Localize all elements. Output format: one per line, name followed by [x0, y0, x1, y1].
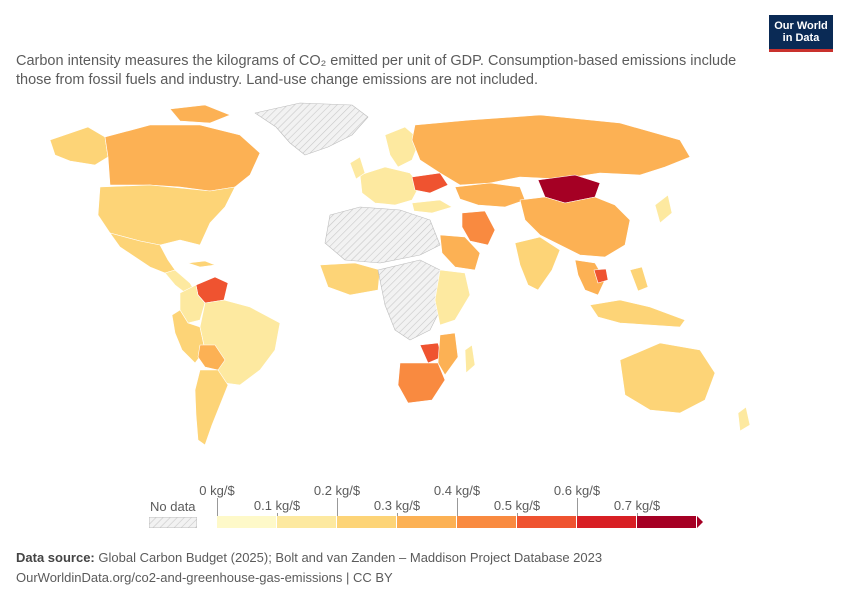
- legend-bin-4[interactable]: [457, 516, 517, 528]
- region-uk[interactable]: [349, 156, 366, 180]
- region-saudi-arabia[interactable]: [439, 234, 481, 271]
- region-alaska[interactable]: [49, 126, 109, 166]
- region-iran[interactable]: [461, 210, 496, 246]
- logo-line-1: Our World: [774, 20, 828, 32]
- region-russia[interactable]: [411, 114, 691, 186]
- footer-url-line[interactable]: OurWorldinData.org/co2-and-greenhouse-ga…: [16, 570, 393, 585]
- legend-no-data-label: No data: [150, 499, 196, 514]
- legend-tick-line: [337, 498, 338, 516]
- logo-line-2: in Data: [782, 32, 820, 44]
- legend-tick-label: 0.3 kg/$: [373, 498, 421, 513]
- legend-bin-0[interactable]: [217, 516, 277, 528]
- region-canada-islands[interactable]: [169, 104, 231, 124]
- region-central-africa[interactable]: [377, 259, 446, 341]
- legend-bin-3[interactable]: [397, 516, 457, 528]
- region-south-africa[interactable]: [397, 362, 446, 404]
- region-north-africa[interactable]: [324, 206, 441, 264]
- region-madagascar[interactable]: [464, 344, 476, 374]
- legend-tick-line: [277, 513, 278, 516]
- legend-tick-label: 0.5 kg/$: [493, 498, 541, 513]
- map-footer: Data source: Global Carbon Budget (2025)…: [16, 548, 602, 588]
- region-kazakhstan[interactable]: [454, 182, 526, 208]
- footer-source-text: Global Carbon Budget (2025); Bolt and va…: [98, 550, 603, 565]
- legend-bin-1[interactable]: [277, 516, 337, 528]
- region-new-zealand[interactable]: [737, 406, 751, 432]
- legend-tick-label: 0.1 kg/$: [253, 498, 301, 513]
- legend-tick-label: 0.7 kg/$: [613, 498, 661, 513]
- legend-tick-line: [457, 498, 458, 516]
- region-malaysia-indonesia[interactable]: [589, 299, 686, 328]
- legend-tick-label: 0.2 kg/$: [313, 483, 361, 498]
- region-west-africa[interactable]: [319, 262, 381, 296]
- region-southeast-asia[interactable]: [574, 259, 606, 296]
- legend-tick-label: 0.4 kg/$: [433, 483, 481, 498]
- region-australia[interactable]: [619, 342, 716, 414]
- legend-bin-2[interactable]: [337, 516, 397, 528]
- region-greenland[interactable]: [254, 102, 369, 156]
- region-argentina[interactable]: [194, 369, 229, 446]
- legend-tick-line: [397, 513, 398, 516]
- region-ukraine[interactable]: [411, 172, 449, 194]
- region-canada[interactable]: [104, 124, 261, 192]
- region-cambodia[interactable]: [593, 268, 609, 284]
- legend-tick-label: 0 kg/$: [199, 483, 235, 498]
- legend-arrow-tip: [697, 516, 703, 528]
- region-india[interactable]: [514, 236, 561, 291]
- legend-bin-7[interactable]: [637, 516, 697, 528]
- color-legend: No data 0 kg/$ 0.1 kg/$ 0.2 kg/$ 0.3 kg/$ 0.…: [0, 480, 850, 540]
- region-caribbean[interactable]: [187, 260, 216, 268]
- footer-source-label: Data source:: [16, 550, 95, 565]
- region-mozambique[interactable]: [437, 332, 459, 376]
- region-japan[interactable]: [654, 194, 673, 224]
- legend-tick-line: [517, 513, 518, 516]
- legend-tick-line: [637, 513, 638, 516]
- owid-logo[interactable]: Our World in Data: [769, 15, 833, 52]
- legend-tick-line: [577, 498, 578, 516]
- region-western-europe[interactable]: [359, 166, 421, 206]
- region-philippines[interactable]: [629, 266, 649, 292]
- region-scandinavia[interactable]: [384, 126, 421, 168]
- map-subtitle: Carbon intensity measures the kilograms …: [16, 53, 737, 88]
- legend-tick-line: [217, 498, 218, 516]
- legend-no-data-swatch: [149, 517, 197, 528]
- region-china[interactable]: [519, 196, 631, 258]
- region-turkey[interactable]: [411, 199, 453, 214]
- legend-bin-5[interactable]: [517, 516, 577, 528]
- region-east-africa[interactable]: [434, 269, 471, 326]
- world-map: [49, 102, 751, 446]
- legend-bin-6[interactable]: [577, 516, 637, 528]
- legend-tick-label: 0.6 kg/$: [553, 483, 601, 498]
